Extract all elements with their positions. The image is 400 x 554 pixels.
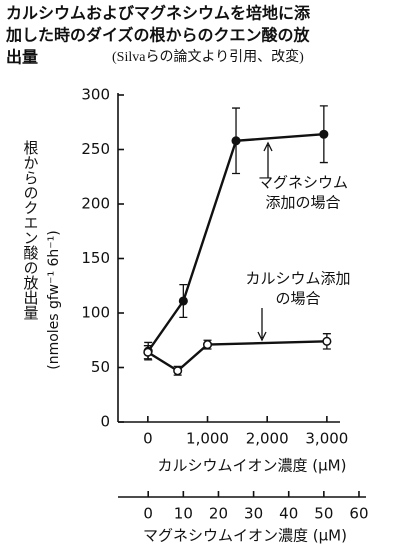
x-tick-label: 3,000: [305, 430, 348, 448]
y-tick-label: 250: [81, 140, 110, 158]
annotation: 添加の場合: [265, 194, 340, 212]
x2-tick-label: 10: [174, 505, 193, 523]
data-point: [231, 136, 241, 146]
data-point: [202, 340, 213, 350]
annotation-arrow: [263, 141, 273, 178]
data-point: [173, 366, 183, 376]
annotation: マグネシウム: [258, 174, 348, 192]
y-tick-label: 200: [81, 195, 110, 213]
chart-title: 加した時のダイズの根からのクエン酸の放: [5, 26, 311, 45]
x2-axis-label: マグネシウムイオン濃度 (μM): [143, 527, 347, 545]
data-point: [319, 129, 329, 139]
y-tick-label: 150: [81, 249, 110, 267]
series-line: [147, 133, 324, 352]
x2-tick-label: 30: [244, 505, 263, 523]
annotation: カルシウム添加: [245, 270, 350, 288]
x-tick-label: 1,000: [186, 430, 229, 448]
data-point: [322, 336, 332, 346]
chart-title: カルシウムおよびマグネシウムを培地に添: [6, 4, 311, 23]
series-line: [147, 340, 327, 373]
x2-tick-label: 40: [279, 505, 298, 523]
chart-subtitle: (Silvaらの論文より引用、改変): [112, 48, 304, 65]
data-point: [143, 347, 153, 357]
data-point: [178, 296, 188, 306]
y-axis-label: 根からのクエン酸の放出量: [22, 140, 40, 320]
y-tick-label: 300: [81, 86, 110, 104]
y-tick-label: 50: [91, 358, 110, 376]
annotation-arrow: [257, 308, 267, 342]
x2-tick-label: 20: [209, 505, 228, 523]
x-axis-label: カルシウムイオン濃度 (μM): [158, 457, 347, 475]
annotation: の場合: [275, 290, 320, 308]
y-axis-unit: (nmoles gfw⁻¹ 6h⁻¹): [46, 230, 62, 370]
y-tick-label: 0: [100, 413, 110, 431]
y-tick-label: 100: [81, 304, 110, 322]
chart-title: 出量: [6, 48, 38, 67]
x2-tick-label: 50: [314, 505, 333, 523]
x2-tick-label: 0: [143, 505, 153, 523]
x-tick-label: 2,000: [246, 430, 289, 448]
x-tick-label: 0: [143, 430, 153, 448]
x2-tick-label: 60: [349, 505, 368, 523]
